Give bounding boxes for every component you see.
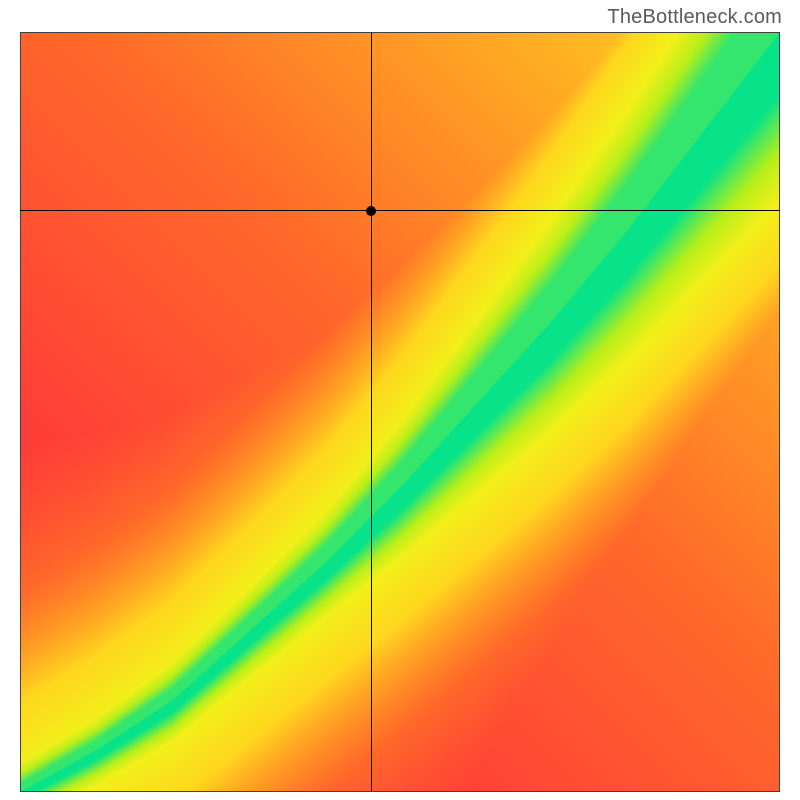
plot-area — [20, 32, 780, 792]
heatmap-canvas — [20, 32, 780, 792]
crosshair-horizontal — [20, 210, 780, 211]
crosshair-vertical — [371, 32, 372, 792]
crosshair-point — [366, 206, 376, 216]
watermark-text: TheBottleneck.com — [607, 6, 782, 29]
